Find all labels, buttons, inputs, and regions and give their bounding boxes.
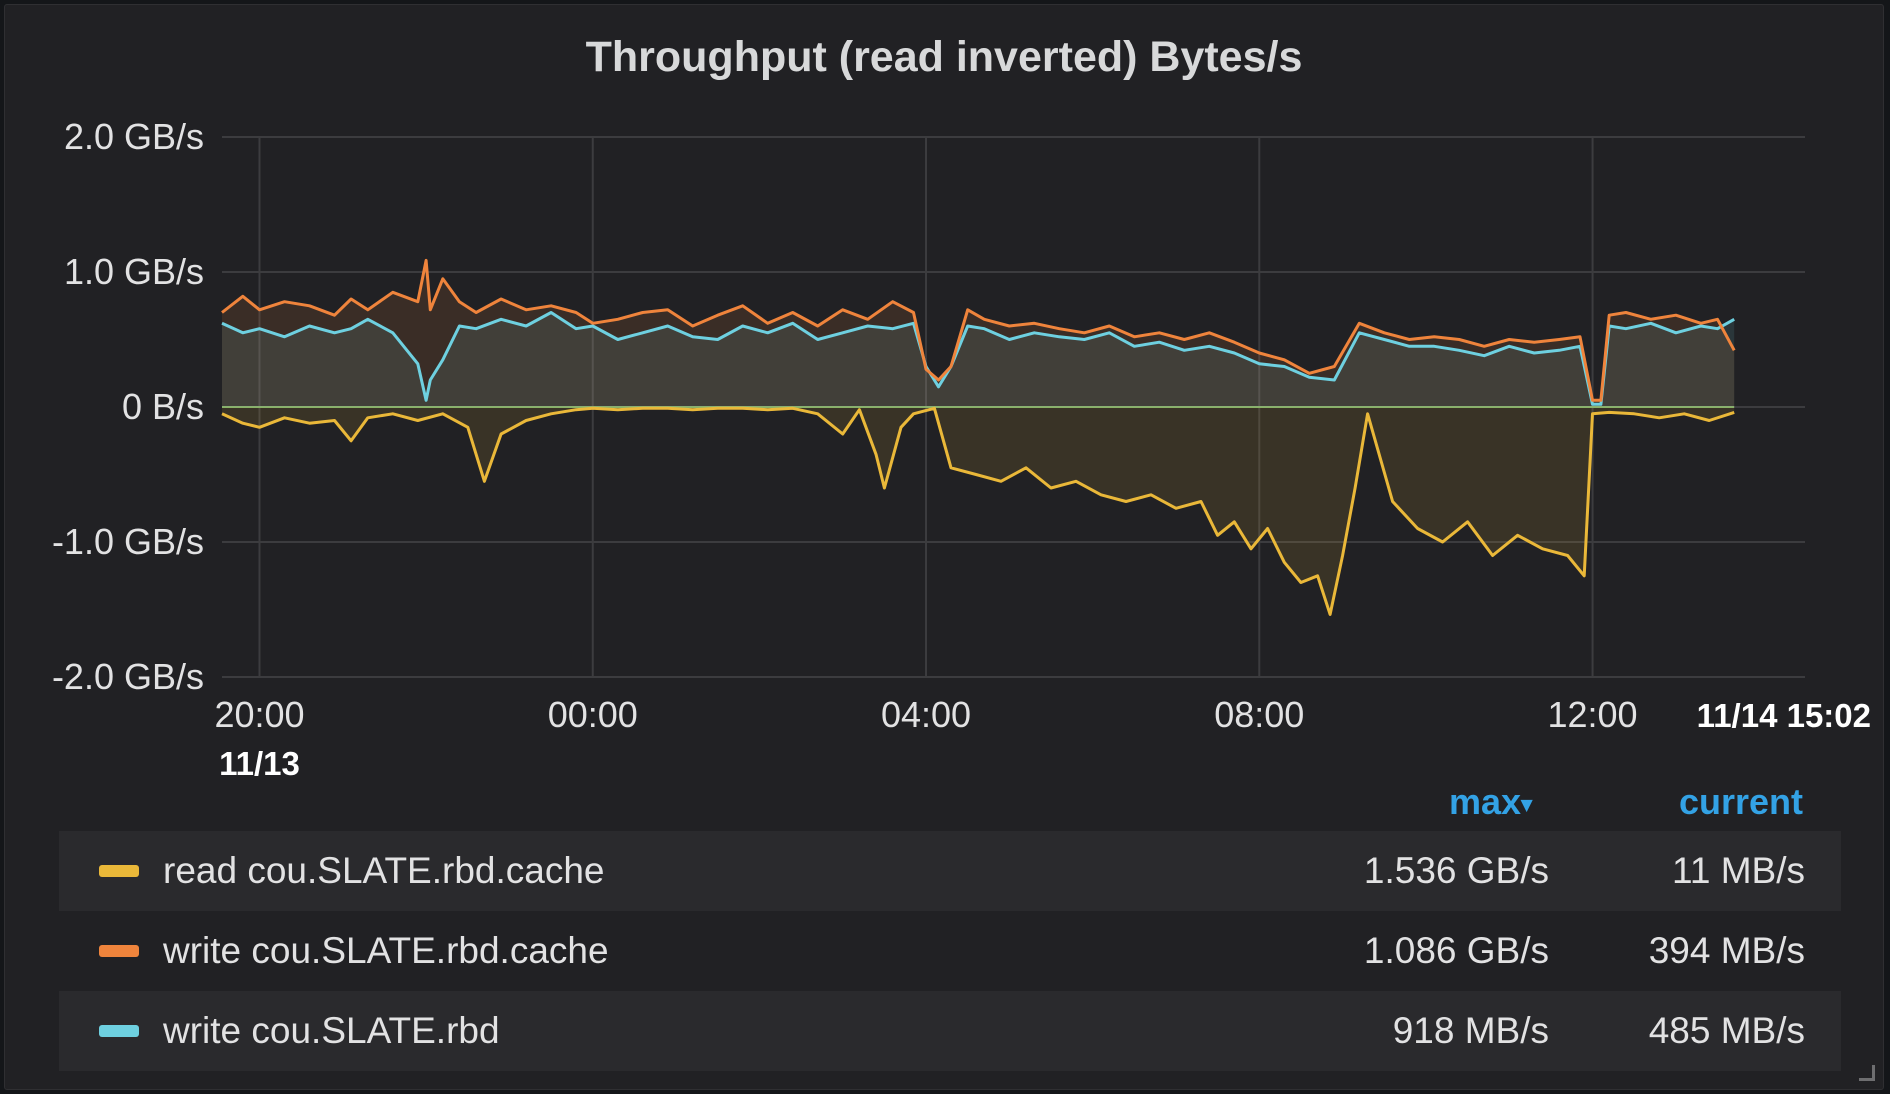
- legend-swatch-icon[interactable]: [99, 865, 139, 877]
- x-tick-label: 12:00: [1547, 694, 1637, 735]
- legend-row[interactable]: read cou.SLATE.rbd.cache 1.536 GB/s 11 MB/…: [59, 831, 1841, 911]
- x-tick-label: 00:00: [548, 694, 638, 735]
- legend-header-max[interactable]: max▾: [1449, 781, 1532, 823]
- series-fills: [222, 260, 1735, 615]
- series-fill-0: [222, 312, 1735, 407]
- panel-title[interactable]: Throughput (read inverted) Bytes/s: [585, 33, 1303, 81]
- legend-swatch-icon[interactable]: [99, 945, 139, 957]
- y-tick-label: 1.0 GB/s: [64, 251, 204, 292]
- series-lines: [221, 258, 1736, 616]
- y-tick-label: -1.0 GB/s: [52, 521, 204, 562]
- legend-max-value: 918 MB/s: [1392, 1010, 1549, 1051]
- y-axis: 2.0 GB/s 1.0 GB/s 0 B/s -1.0 GB/s -2.0 GB/s: [52, 116, 204, 697]
- series-fill-2: [222, 407, 1735, 615]
- throughput-chart: 2.0 GB/s1.0 GB/s0 B/s-1.0 GB/s-2.0 GB/s …: [52, 116, 1871, 782]
- legend-header-current[interactable]: current: [1679, 781, 1804, 822]
- legend-swatch-icon[interactable]: [99, 1025, 139, 1037]
- y-tick-label: 2.0 GB/s: [64, 116, 204, 157]
- legend-max-value: 1.086 GB/s: [1363, 930, 1549, 971]
- legend-header-max-label: max: [1449, 781, 1522, 822]
- x-tick-label: 08:00: [1214, 694, 1304, 735]
- legend-series-name[interactable]: read cou.SLATE.rbd.cache: [163, 850, 605, 891]
- legend-current-value: 394 MB/s: [1648, 930, 1805, 971]
- legend-series-name[interactable]: write cou.SLATE.rbd.cache: [163, 930, 609, 971]
- x-end-label: 11/14 15:02: [1697, 697, 1871, 734]
- x-date-label: 11/13: [219, 745, 300, 782]
- x-tick-label: 20:00: [214, 694, 304, 735]
- resize-handle-icon[interactable]: [1859, 1065, 1875, 1081]
- series-fill-1: [222, 260, 1735, 407]
- x-tick-label: 04:00: [881, 694, 971, 735]
- legend-row[interactable]: write cou.SLATE.rbd 918 MB/s 485 MB/s: [59, 991, 1841, 1071]
- grid: [222, 136, 1805, 678]
- legend-max-value: 1.536 GB/s: [1363, 850, 1549, 891]
- sort-desc-icon: ▾: [1521, 791, 1533, 817]
- x-axis: 20:00 00:00 04:00 08:00 12:00 11/13 11/14 15:0…: [214, 694, 1871, 782]
- legend-series-name[interactable]: write cou.SLATE.rbd: [163, 1010, 500, 1051]
- legend-row[interactable]: write cou.SLATE.rbd.cache 1.086 GB/s 394 M…: [59, 911, 1841, 991]
- legend-current-value: 11 MB/s: [1672, 850, 1805, 891]
- y-tick-label: -2.0 GB/s: [52, 656, 204, 697]
- graph-panel: Throughput (read inverted) Bytes/s 2.0 G…: [4, 4, 1884, 1090]
- legend-table: read cou.SLATE.rbd.cache 1.536 GB/s 11 MB/…: [59, 831, 1841, 1071]
- y-tick-label: 0 B/s: [122, 386, 204, 427]
- series-line-2[interactable]: [221, 406, 1735, 616]
- legend-current-value: 485 MB/s: [1648, 1010, 1805, 1051]
